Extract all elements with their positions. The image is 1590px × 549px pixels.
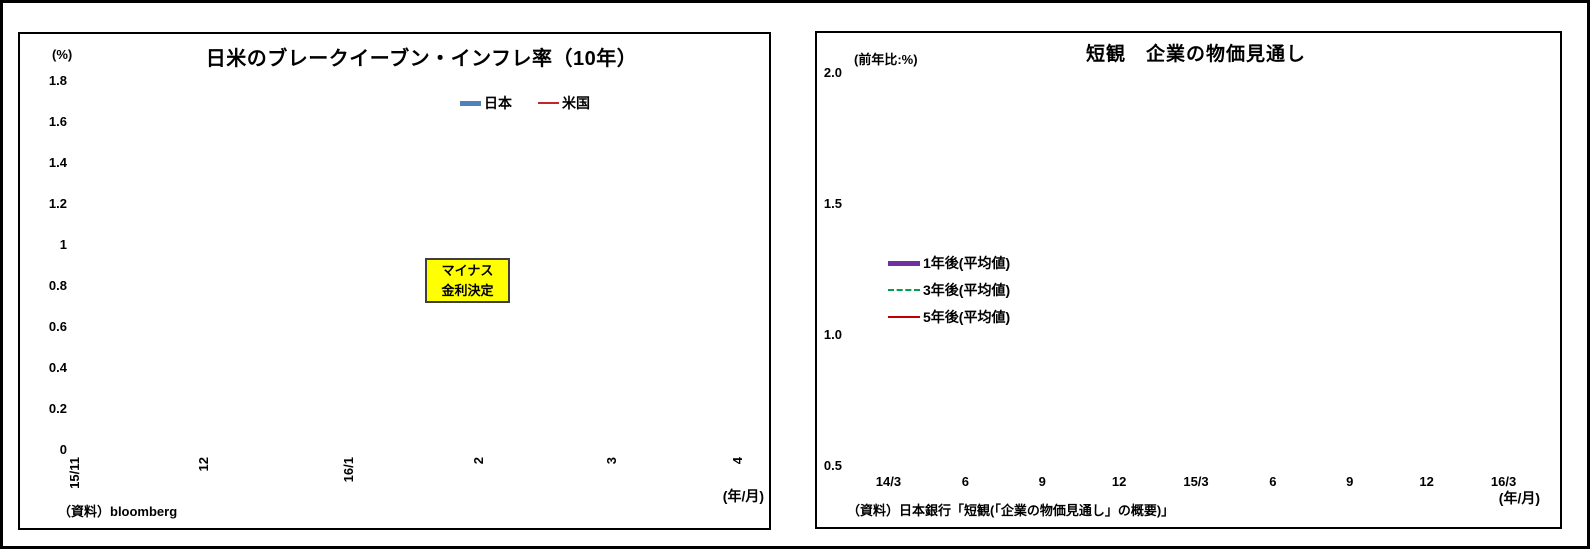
annotation-negative-rate-decision: マイナス 金利決定 — [425, 258, 510, 303]
legend-label-1yr: 1年後(平均値) — [923, 255, 1011, 271]
source-left: （資料）bloomberg — [58, 504, 178, 519]
y-tick-label: 0 — [59, 442, 67, 457]
us-line-swatch — [538, 102, 559, 104]
five-year-line-swatch — [888, 316, 920, 318]
legend-label-japan: 日本 — [484, 95, 512, 111]
source-right: （資料）日本銀行「短観(「企業の物価見通し」の概要)」 — [847, 503, 1175, 518]
x-tick-label: 4 — [730, 457, 746, 465]
chart-panel-breakeven — [18, 32, 771, 530]
y-tick-label: 1.8 — [48, 73, 67, 88]
legend-left-chart: 日本 米国 — [460, 93, 590, 113]
x-tick-label: 16/1 — [340, 457, 356, 483]
x-tick-label: 14/3 — [875, 474, 902, 489]
legend-label-5yr: 5年後(平均値) — [923, 309, 1011, 325]
x-tick-label: 9 — [1038, 474, 1046, 489]
annotation-line-2: 金利決定 — [441, 283, 494, 298]
one-year-line-swatch — [888, 260, 920, 266]
legend-item-1yr: 1年後(平均値) — [888, 253, 1010, 273]
x-axis-unit-left: (年/月) — [722, 488, 764, 504]
legend-label-3yr: 3年後(平均値) — [923, 282, 1011, 298]
x-tick-label: 15/11 — [67, 457, 82, 489]
japan-line-swatch — [460, 100, 481, 106]
chart-title-breakeven: 日米のブレークイーブン・インフレ率（10年） — [205, 48, 638, 70]
y-tick-label: 0.5 — [823, 458, 842, 473]
legend-item-japan: 日本 — [460, 93, 512, 113]
x-tick-label: 2 — [471, 457, 487, 465]
chart-title-tankan: 短観 企業の物価見通し — [1085, 44, 1306, 65]
y-axis-unit-left: (%) — [52, 47, 73, 62]
three-year-line-swatch — [888, 289, 920, 291]
y-tick-label: 1.4 — [48, 155, 67, 170]
legend-item-5yr: 5年後(平均値) — [888, 307, 1010, 327]
y-tick-label: 0.4 — [48, 360, 67, 375]
x-tick-label: 6 — [1269, 474, 1277, 489]
x-tick-label: 12 — [1419, 474, 1434, 489]
x-tick-label: 6 — [961, 474, 969, 489]
y-tick-label: 2.0 — [823, 65, 842, 80]
legend-item-3yr: 3年後(平均値) — [888, 280, 1010, 300]
legend-item-us: 米国 — [538, 93, 590, 113]
y-tick-label: 1.5 — [823, 196, 842, 211]
x-axis-unit-right: (年/月) — [1498, 490, 1540, 506]
annotation-line-1: マイナス — [441, 263, 494, 278]
chart-panel-tankan — [815, 31, 1562, 529]
y-tick-label: 0.2 — [48, 401, 67, 416]
x-tick-label: 9 — [1346, 474, 1354, 489]
y-axis-unit-right: (前年比:%) — [854, 52, 918, 67]
y-tick-label: 0.6 — [48, 319, 67, 334]
y-tick-label: 1 — [59, 237, 67, 252]
x-tick-label: 16/3 — [1490, 474, 1517, 489]
x-tick-label: 15/3 — [1183, 474, 1209, 489]
y-tick-label: 1.0 — [823, 327, 842, 342]
y-tick-label: 1.6 — [48, 114, 67, 129]
x-tick-label: 12 — [1111, 474, 1127, 489]
x-tick-label: 3 — [604, 457, 620, 465]
y-tick-label: 1.2 — [48, 196, 67, 211]
legend-right-chart: 1年後(平均値) 3年後(平均値) 5年後(平均値) — [888, 253, 1010, 327]
x-tick-label: 12 — [195, 457, 211, 472]
y-tick-label: 0.8 — [48, 278, 67, 293]
legend-label-us: 米国 — [562, 95, 590, 111]
